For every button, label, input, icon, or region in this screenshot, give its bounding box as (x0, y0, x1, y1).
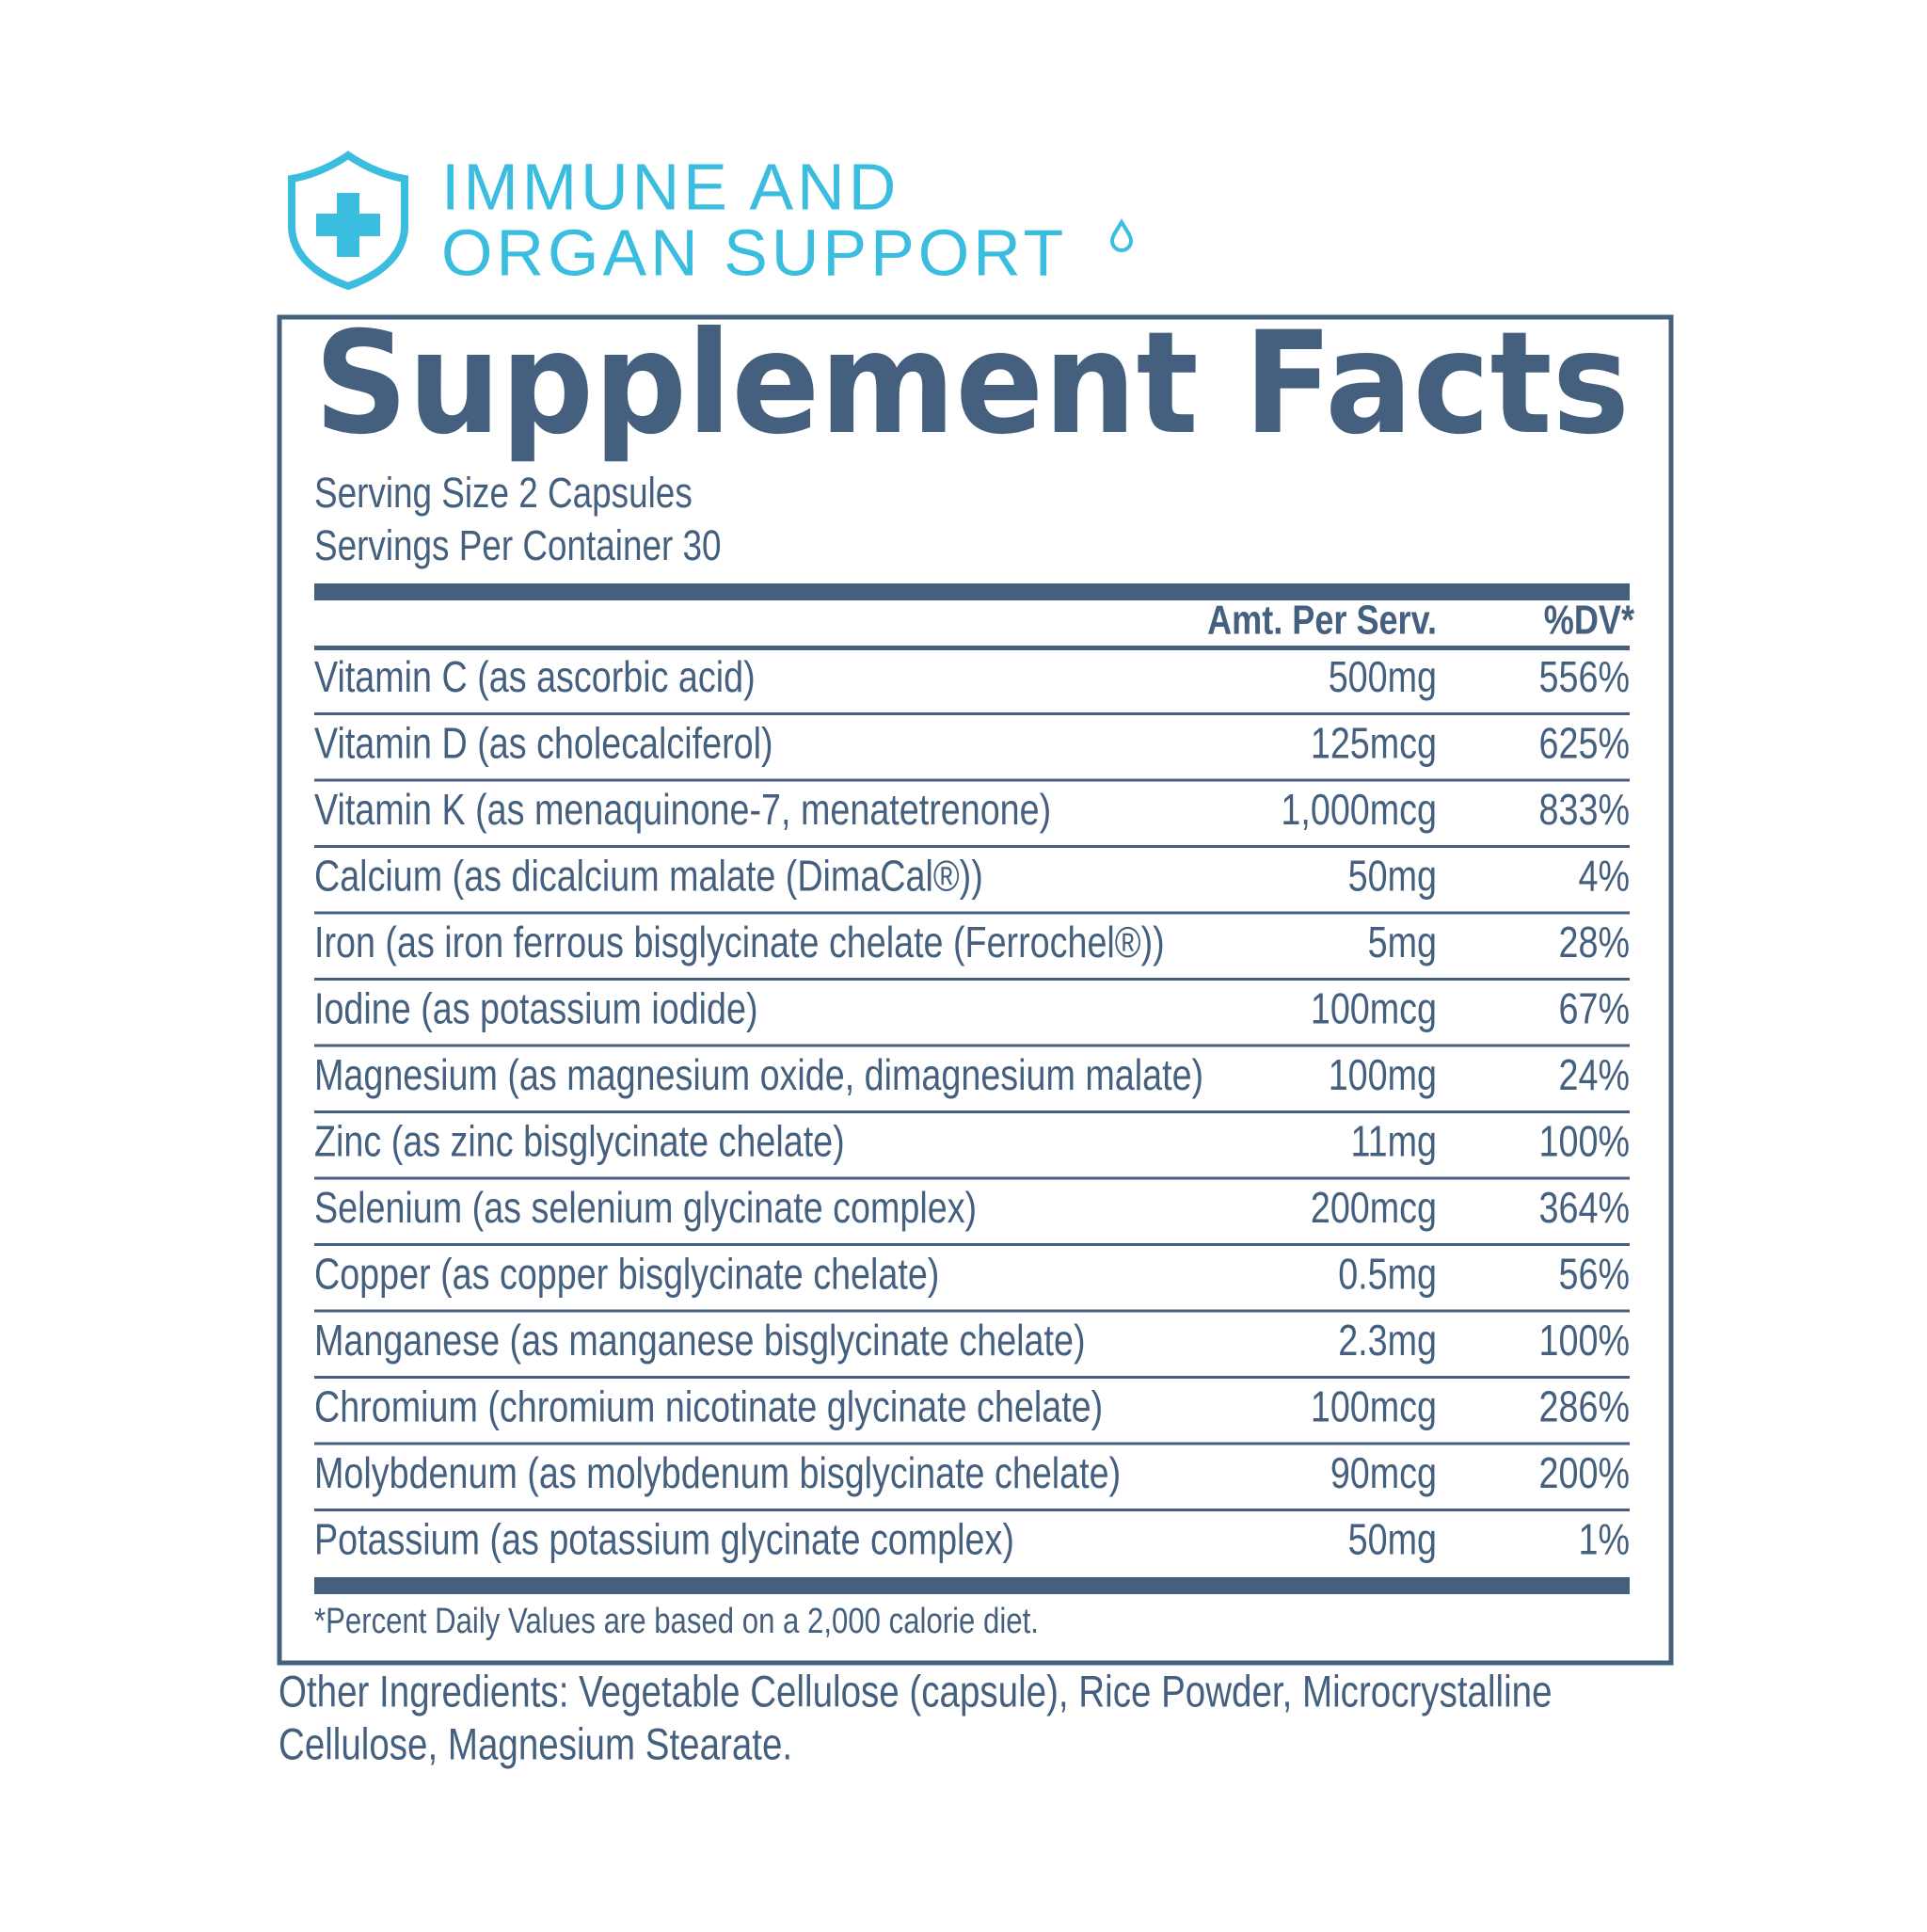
row-rule (314, 978, 1630, 981)
daily-value: 286% (1539, 1382, 1630, 1430)
title: Supplement Facts (314, 302, 1630, 466)
amount: 125mcg (1311, 719, 1437, 767)
amount: 100mcg (1311, 1382, 1437, 1430)
facts-box (277, 314, 1674, 1666)
daily-value: 4% (1578, 852, 1630, 900)
nutrient-name: Calcium (as dicalcium malate (DimaCal®)) (314, 852, 983, 900)
amount: 90mcg (1330, 1449, 1437, 1497)
column-header: Amt. Per Serv. (1207, 597, 1437, 643)
row-rule (314, 1110, 1630, 1113)
amount: 2.3mg (1338, 1317, 1437, 1365)
header-rule (314, 646, 1630, 650)
daily-value: 28% (1559, 918, 1630, 966)
row-rule (314, 1309, 1630, 1313)
other-ingredients: Other Ingredients: Vegetable Cellulose (… (279, 1668, 1553, 1716)
other-ingredients: Cellulose, Magnesium Stearate. (279, 1720, 792, 1769)
row-rule (314, 1376, 1630, 1379)
row-rule (314, 911, 1630, 915)
row-rule (314, 778, 1630, 782)
row-rule (314, 1176, 1630, 1180)
shield-icon (288, 151, 408, 291)
nutrient-name: Selenium (as selenium glycinate complex) (314, 1184, 977, 1232)
daily-value: 1% (1578, 1515, 1630, 1563)
row-rule (314, 712, 1630, 715)
amount: 0.5mg (1338, 1250, 1437, 1298)
row-rule (314, 1509, 1630, 1511)
nutrient-name: Molybdenum (as molybdenum bisglycinate c… (314, 1449, 1121, 1497)
nutrient-name: Vitamin K (as menaquinone-7, menatetreno… (314, 786, 1051, 834)
daily-value: 67% (1559, 984, 1630, 1032)
row-rule (314, 1044, 1630, 1047)
daily-value: 364% (1539, 1184, 1630, 1232)
nutrient-name: Vitamin D (as cholecalciferol) (314, 719, 773, 767)
nutrient-name: Chromium (chromium nicotinate glycinate … (314, 1382, 1103, 1430)
amount: 5mg (1368, 918, 1437, 966)
amount: 100mcg (1311, 984, 1437, 1032)
daily-value: 200% (1539, 1449, 1630, 1497)
amount: 200mcg (1311, 1184, 1437, 1232)
daily-value: 24% (1559, 1051, 1630, 1099)
amount: 500mg (1329, 653, 1437, 701)
column-header: %DV* (1544, 597, 1635, 643)
nutrient-name: Manganese (as manganese bisglycinate che… (314, 1317, 1086, 1365)
daily-value: 556% (1539, 653, 1630, 701)
daily-value: 833% (1539, 786, 1630, 834)
nutrient-name: Vitamin C (as ascorbic acid) (314, 653, 756, 701)
drop-icon (1109, 218, 1134, 252)
amount: 100mg (1329, 1051, 1437, 1099)
daily-value: 56% (1559, 1250, 1630, 1298)
daily-value: 625% (1539, 719, 1630, 767)
nutrient-name: Potassium (as potassium glycinate comple… (314, 1515, 1014, 1563)
serving-size: Serving Size 2 Capsules (314, 469, 693, 516)
row-rule (314, 845, 1630, 848)
thick-bar (314, 583, 1630, 600)
amount: 11mg (1350, 1117, 1437, 1165)
brand-line: ORGAN SUPPORT (441, 216, 1067, 289)
nutrient-name: Copper (as copper bisglycinate chelate) (314, 1250, 939, 1298)
amount: 50mg (1348, 852, 1437, 900)
daily-value: 100% (1539, 1117, 1630, 1165)
row-rule (314, 1243, 1630, 1246)
brand-line: IMMUNE AND (441, 150, 900, 223)
amount: 50mg (1348, 1515, 1437, 1563)
nutrient-name: Zinc (as zinc bisglycinate chelate) (314, 1117, 845, 1165)
amount: 1,000mcg (1281, 786, 1437, 834)
thick-bar (314, 1577, 1630, 1594)
servings-per-container: Servings Per Container 30 (314, 521, 722, 568)
nutrient-name: Iodine (as potassium iodide) (314, 984, 758, 1032)
row-rule (314, 1442, 1630, 1445)
nutrient-name: Iron (as iron ferrous bisglycinate chela… (314, 918, 1165, 966)
daily-value: 100% (1539, 1317, 1630, 1365)
nutrient-name: Magnesium (as magnesium oxide, dimagnesi… (314, 1051, 1203, 1099)
footnote: *Percent Daily Values are based on a 2,0… (314, 1602, 1039, 1641)
